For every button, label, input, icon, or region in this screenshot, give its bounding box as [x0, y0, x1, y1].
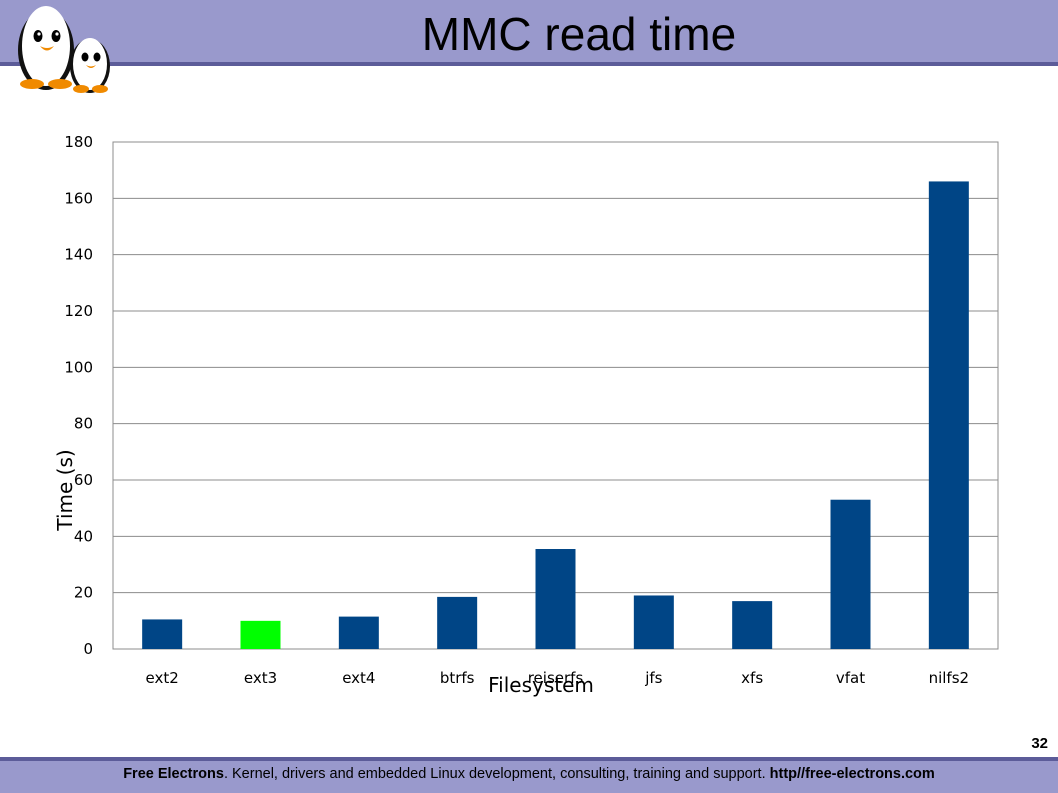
bar-btrfs — [437, 596, 478, 649]
footer-brand: Free Electrons — [123, 766, 224, 782]
x-tick-label: reiserfs — [528, 669, 584, 687]
y-tick-label: 0 — [83, 640, 93, 658]
x-tick-label: ext3 — [244, 669, 277, 687]
page-title: MMC read time — [421, 8, 737, 60]
bar-ext3 — [240, 620, 281, 649]
footer-bar — [0, 761, 1058, 793]
footer-description: Kernel, drivers and embedded Linux devel… — [232, 766, 770, 782]
x-axis-label: Filesystem — [488, 673, 594, 697]
bar-chart: 0 20 40 60 80 100 120 140 160 180 ext2 ext3 ext4 btrf… — [53, 133, 999, 697]
y-tick-label: 140 — [64, 246, 93, 264]
header-bar — [0, 0, 1058, 62]
x-tick-label: jfs — [644, 669, 662, 687]
bar-nilfs2 — [928, 181, 969, 649]
y-tick-label: 180 — [64, 133, 93, 151]
penguins-logo-icon — [18, 6, 110, 93]
page-number: 32 — [1031, 735, 1048, 752]
y-tick-label: 60 — [74, 471, 93, 489]
header-divider — [0, 62, 1058, 66]
y-axis-label: Time (s) — [53, 449, 77, 531]
y-tick-label: 20 — [74, 584, 93, 602]
y-tick-label: 40 — [74, 527, 93, 545]
y-tick-label: 80 — [74, 415, 93, 433]
bar-xfs — [732, 601, 773, 649]
bar-vfat — [830, 499, 871, 649]
footer-separator: . — [223, 766, 232, 782]
y-tick-label: 100 — [64, 358, 93, 376]
bar-jfs — [633, 595, 674, 649]
x-tick-label: nilfs2 — [929, 669, 969, 687]
x-tick-label: vfat — [836, 669, 865, 687]
footer-divider — [0, 757, 1058, 761]
y-tick-label: 160 — [64, 189, 93, 207]
bar-ext2 — [142, 619, 183, 649]
footer-text: Free Electrons. Kernel, drivers and embe… — [0, 766, 1058, 782]
x-tick-label: btrfs — [440, 669, 475, 687]
bar-reiserfs — [535, 549, 576, 649]
x-tick-label: ext2 — [146, 669, 179, 687]
x-tick-label: ext4 — [342, 669, 375, 687]
footer-url[interactable]: http//free-electrons.com — [769, 766, 935, 782]
y-tick-label: 120 — [64, 302, 93, 320]
bar-ext4 — [338, 616, 379, 649]
x-tick-label: xfs — [741, 669, 763, 687]
